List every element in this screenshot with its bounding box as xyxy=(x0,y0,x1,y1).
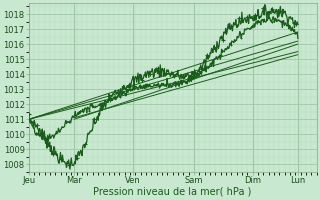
X-axis label: Pression niveau de la mer( hPa ): Pression niveau de la mer( hPa ) xyxy=(93,187,252,197)
